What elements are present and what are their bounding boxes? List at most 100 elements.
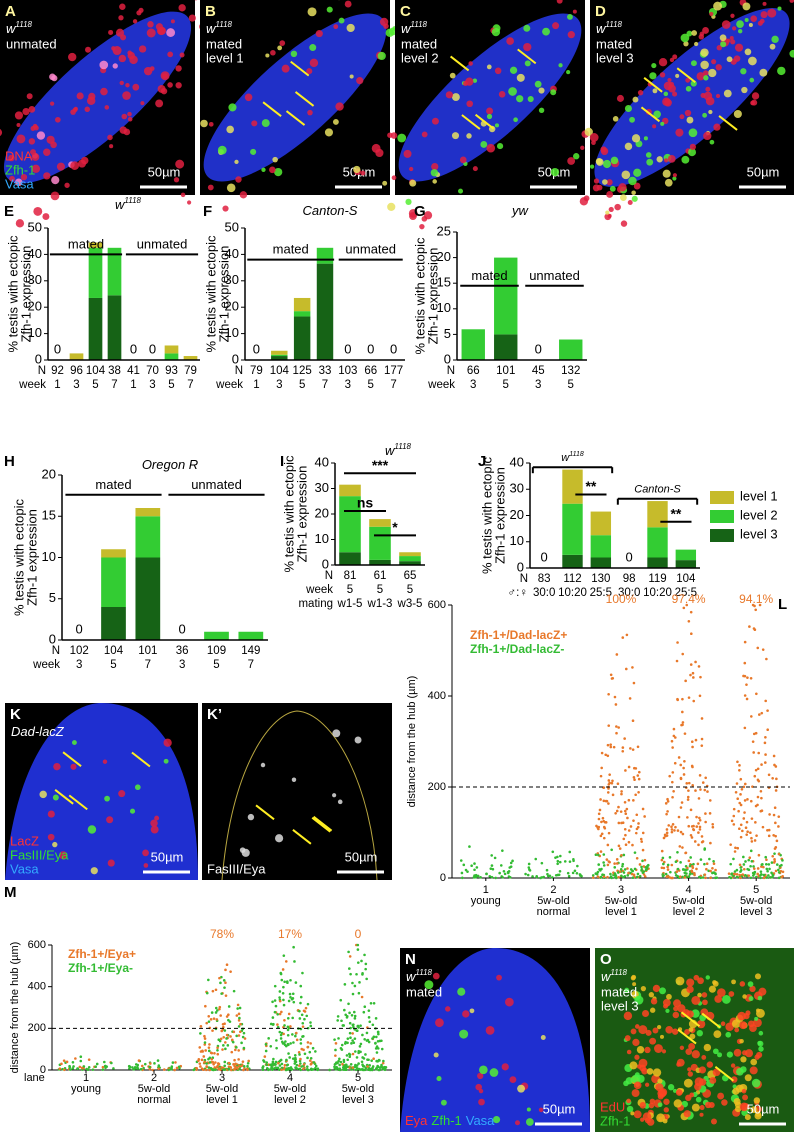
dot [223, 1029, 227, 1032]
dot [464, 868, 468, 872]
dot [368, 1064, 371, 1067]
dot [743, 867, 746, 871]
dot [366, 1065, 369, 1068]
dot [681, 868, 685, 871]
nucleus [703, 131, 712, 141]
nucleus [290, 50, 298, 58]
nucleus [744, 1049, 754, 1058]
nucleus [694, 1077, 704, 1087]
dot [739, 823, 743, 827]
dot [210, 1057, 214, 1061]
dot [703, 873, 707, 876]
dot [768, 876, 772, 879]
nucleus [789, 49, 794, 58]
dot [599, 850, 603, 853]
dot [302, 1009, 306, 1013]
dot [597, 817, 601, 821]
nucleus [732, 1084, 737, 1089]
nucleus [714, 995, 723, 1003]
nucleus [721, 994, 731, 1004]
dot [309, 1021, 312, 1024]
bar-segment [101, 557, 126, 607]
nucleus [684, 1029, 690, 1035]
dot [742, 817, 746, 820]
dot [680, 801, 684, 804]
dot [698, 818, 702, 822]
row-value: 5 [568, 379, 574, 391]
dot [278, 1030, 282, 1034]
group-name: mated [95, 477, 131, 492]
dot [687, 824, 691, 828]
dot [380, 1065, 384, 1069]
nucleus [721, 20, 731, 29]
nucleus [626, 1105, 634, 1113]
nucleus [486, 64, 492, 70]
dot [606, 875, 609, 879]
dot [353, 984, 357, 988]
nucleus [676, 1058, 685, 1067]
nucleus [632, 96, 639, 103]
dot [367, 1040, 371, 1044]
nucleus [405, 198, 412, 205]
group-name: unmated [345, 242, 396, 257]
dot [370, 1059, 373, 1062]
nucleus [332, 118, 339, 125]
row-value: 3 [149, 379, 155, 391]
dot [605, 799, 609, 803]
nucleus [744, 1114, 751, 1121]
bar-segment [107, 247, 122, 296]
nucleus [119, 80, 124, 86]
dot [545, 868, 549, 872]
y-tick-label: 20 [28, 299, 42, 314]
legend-label: level 3 [740, 526, 778, 541]
bar-segment [399, 556, 421, 562]
row-value: 101 [138, 645, 157, 657]
dot [679, 861, 682, 864]
dot [671, 876, 674, 880]
nucleus [769, 43, 776, 50]
nucleus [730, 13, 735, 18]
lane-label: 5w-old [274, 1083, 306, 1095]
dot [238, 1067, 242, 1071]
row-value: 36 [176, 645, 189, 657]
nucleus [479, 1065, 488, 1075]
nucleus [349, 74, 354, 79]
dot [534, 857, 538, 861]
dot [507, 869, 511, 873]
dot [277, 1068, 281, 1072]
dot [222, 1068, 226, 1071]
dot [638, 863, 642, 866]
dot [234, 1062, 237, 1066]
dot [712, 859, 715, 863]
dot [300, 1065, 303, 1068]
dot [624, 833, 627, 837]
dot [750, 715, 753, 718]
nucleus [14, 178, 23, 187]
nucleus [432, 972, 440, 980]
lane-label: young [71, 1083, 101, 1095]
panel-letter: K [10, 706, 21, 723]
dot [265, 1061, 269, 1064]
dot [682, 606, 686, 610]
dot [755, 875, 758, 879]
nucleus [36, 131, 46, 140]
dot [621, 749, 625, 753]
dot [220, 1066, 223, 1069]
row-value: 5 [92, 379, 98, 391]
nucleus [475, 1083, 482, 1091]
nucleus [741, 86, 748, 94]
dot [671, 771, 675, 774]
dot [136, 1063, 140, 1067]
dot [101, 1065, 105, 1069]
dot [367, 1016, 371, 1019]
row-value: 5 [368, 379, 374, 391]
row-label: week [215, 379, 243, 391]
dot [470, 864, 473, 868]
dot [729, 862, 732, 866]
nucleus [579, 197, 589, 206]
nucleus [663, 1003, 669, 1009]
dot [342, 1060, 346, 1064]
dot [340, 1043, 344, 1047]
dot [701, 876, 705, 879]
